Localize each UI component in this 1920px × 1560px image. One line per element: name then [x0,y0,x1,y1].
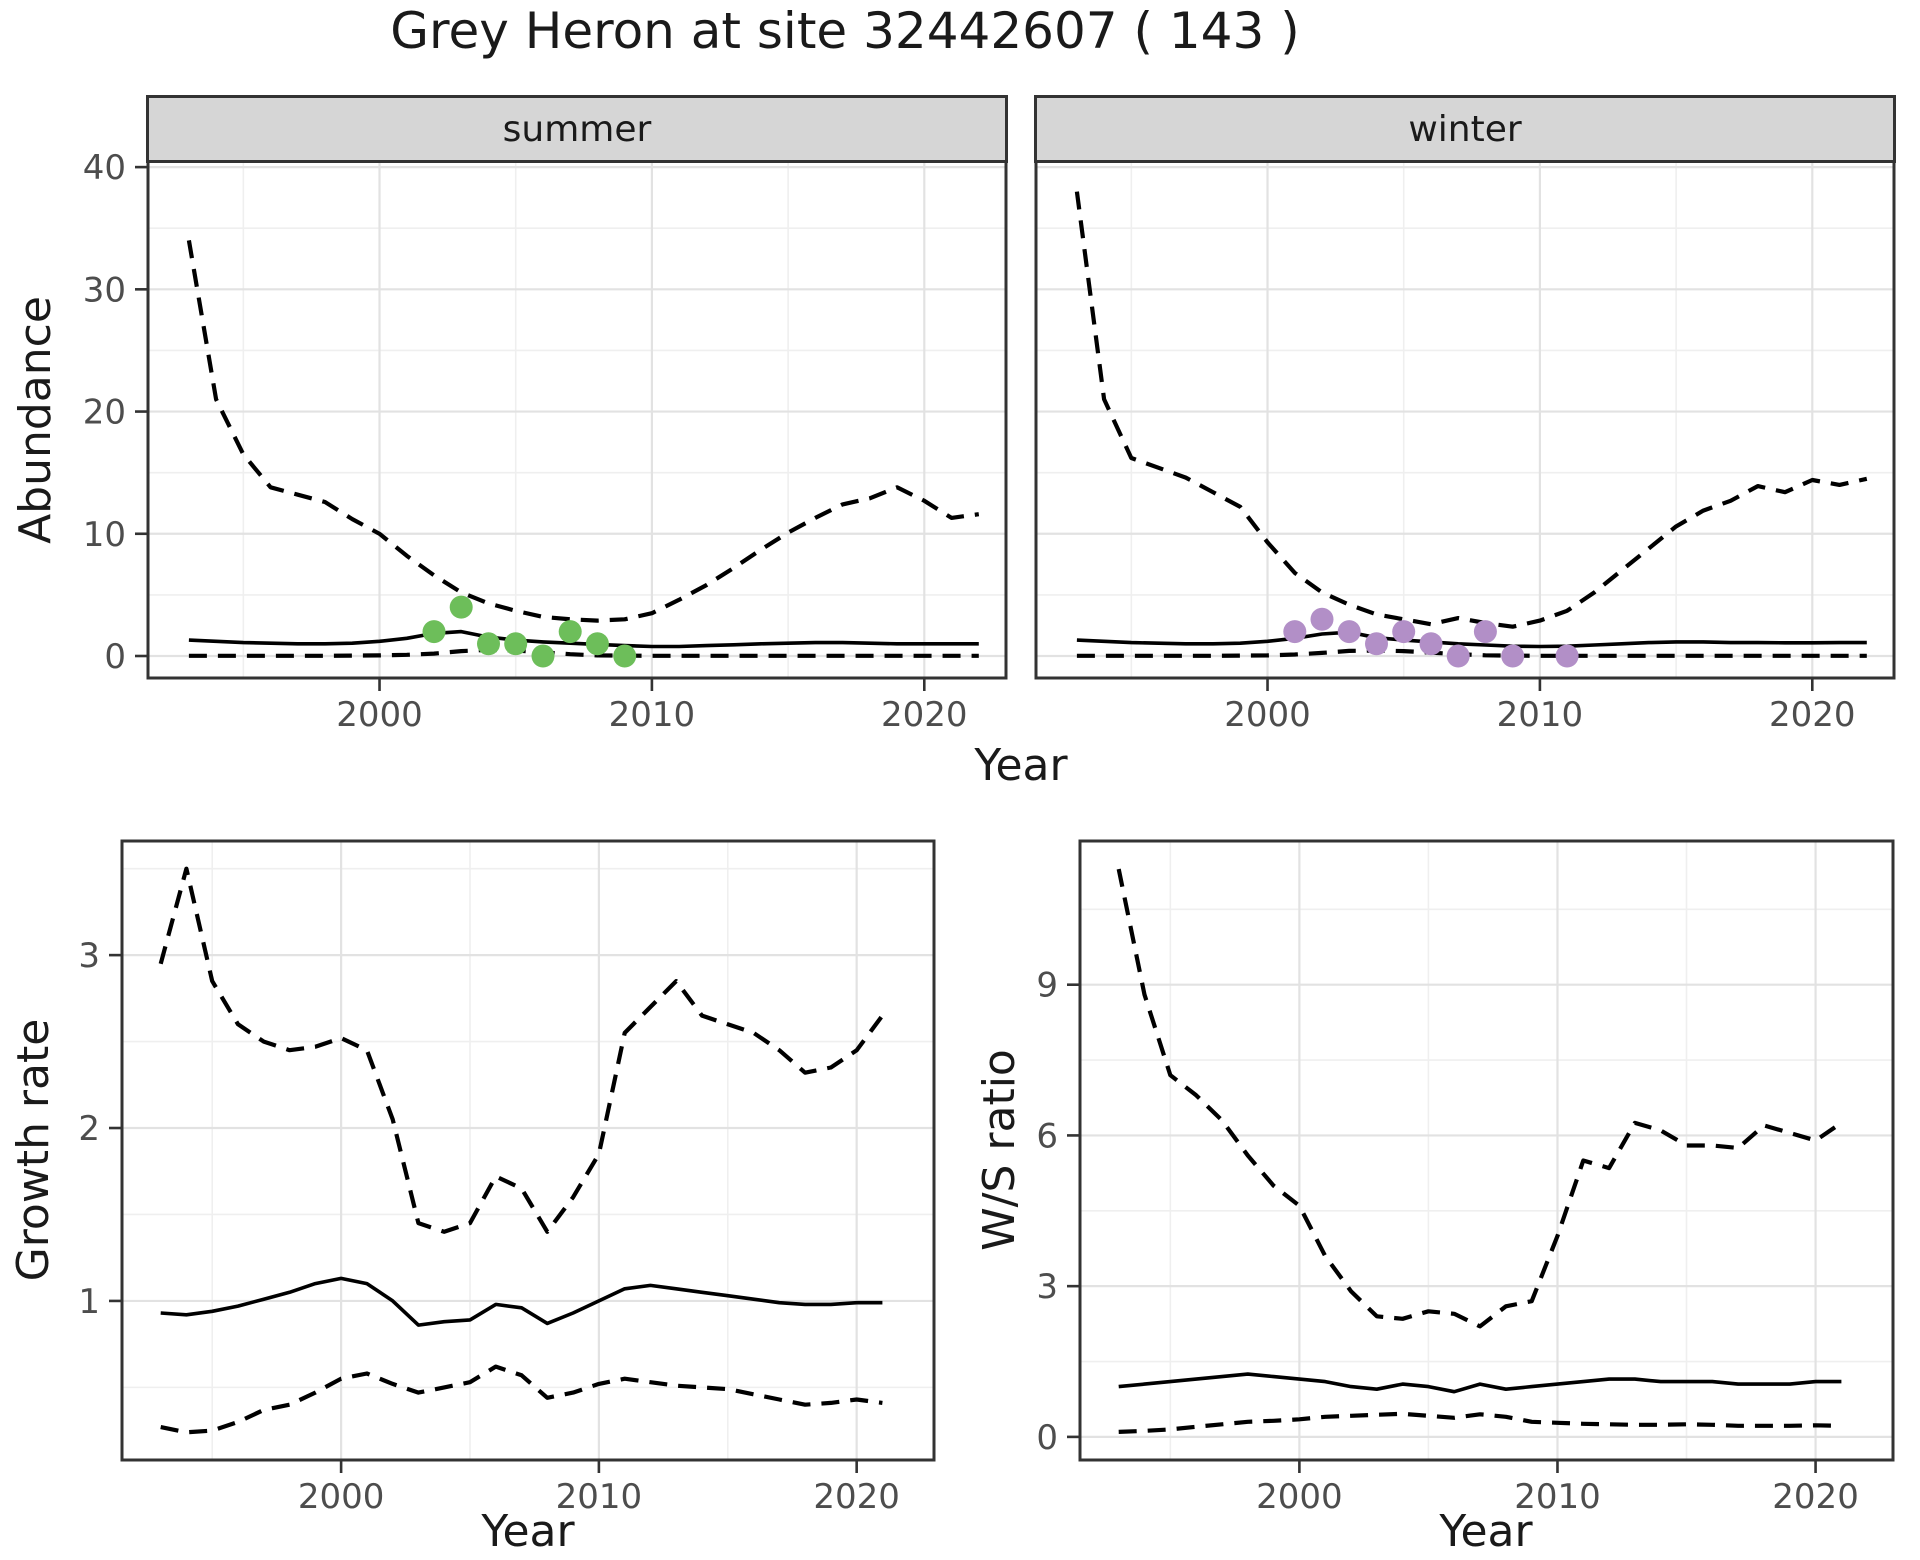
abundance-summer-lower-ci-line [188,647,979,658]
x-tick-label: 2000 [336,695,423,735]
data-point [504,632,528,656]
gridlines-minor [122,841,934,1460]
data-point [585,632,609,656]
panel-abundance-winter: 2000 2010 2020 [1034,159,1896,735]
series-group [1074,191,1868,658]
panel-ws-ratio: 2000 2010 2020 0 3 6 9 [1036,839,1895,1517]
x-tick-label: 2000 [1224,695,1311,735]
y-tick-label: 10 [83,515,126,555]
y-tick-label: 0 [1036,1418,1058,1458]
y-tick-label: 30 [83,270,126,310]
axis-ticks: 2000 2010 2020 0 3 6 9 [1036,966,1858,1517]
abundance-winter-median-line [1076,630,1867,649]
y-tick-label: 1 [78,1282,100,1322]
x-tick-label: 2020 [881,695,968,735]
x-tick-label: 2010 [556,1477,643,1517]
x-tick-label: 2010 [1514,1477,1601,1517]
axis-ticks: 2000 2010 2020 1 2 3 [78,936,900,1517]
facet-strip-winter: winter [1034,95,1896,163]
panel-background [1036,161,1894,678]
abundance-winter-upper-ci-line [1074,191,1868,629]
growth-rate-median-line [160,1276,883,1327]
panel-growth-rate: 2000 2010 2020 1 2 3 [78,839,936,1517]
axis-ticks: 2000 2010 2020 [1224,678,1856,735]
y-tick-label: 9 [1036,966,1058,1006]
x-axis-title-growth: Year [481,1506,575,1557]
abundance-winter-lower-ci-line [1076,648,1867,658]
gridlines-minor [148,161,1006,678]
growth-rate-lower-ci-line [160,1364,883,1435]
y-tick-label: 0 [104,637,126,677]
ws-ratio-upper-ci-line [1116,868,1843,1329]
gridlines-minor [1036,161,1894,678]
data-point [1555,644,1579,668]
y-tick-label: 3 [1036,1267,1058,1307]
data-point [422,620,446,644]
series-group [1116,868,1843,1434]
data-point [1392,620,1416,644]
data-point [1310,607,1334,631]
data-point [477,632,500,656]
observed-counts-summer [422,595,637,668]
ws-ratio-lower-ci-line [1118,1411,1842,1434]
data-point [558,620,582,644]
x-axis-title-top: Year [974,740,1068,791]
series-group [158,866,885,1435]
abundance-summer-upper-ci-line [186,240,980,623]
facet-strip-summer-label: summer [502,108,652,150]
data-point [1473,620,1497,644]
data-point [1419,632,1443,656]
y-axis-title-growth-rate: Growth rate [8,1018,59,1282]
data-point [1446,644,1470,668]
x-tick-label: 2000 [1256,1477,1343,1517]
axis-ticks: 2000 2010 2020 0 10 20 30 40 [83,148,968,735]
data-point [613,644,637,668]
panel-border [1078,839,1895,1462]
abundance-summer-median-line [188,629,979,649]
data-point [1501,644,1525,668]
x-tick-label: 2020 [1772,1477,1859,1517]
data-point [1365,632,1388,656]
y-tick-label: 2 [78,1109,100,1149]
data-point [449,595,473,619]
data-point [1337,620,1361,644]
panel-background [122,841,934,1460]
x-tick-label: 2020 [1769,695,1856,735]
gridlines-major [1080,841,1893,1460]
panel-background [148,161,1006,678]
y-tick-label: 6 [1036,1116,1058,1156]
y-axis-title-ws-ratio: W/S ratio [974,1049,1025,1251]
y-tick-label: 3 [78,936,100,976]
y-axis-title-abundance: Abundance [10,296,61,544]
y-tick-label: 20 [83,393,126,433]
y-tick-label: 40 [83,148,126,188]
gridlines-major [122,841,934,1460]
panel-background [1080,841,1893,1460]
gridlines-minor [1080,841,1893,1460]
data-point [531,644,555,668]
growth-rate-upper-ci-line [158,866,885,1234]
x-tick-label: 2020 [813,1477,900,1517]
observed-counts-winter [1283,607,1579,668]
panel-abundance-summer: 2000 2010 2020 0 10 20 30 40 [83,148,1008,735]
x-tick-label: 2010 [609,695,696,735]
x-tick-label: 2010 [1497,695,1584,735]
x-axis-title-ws: Year [1439,1506,1533,1557]
series-group [186,240,980,658]
ws-ratio-median-line [1118,1372,1842,1394]
facet-strip-winter-label: winter [1408,108,1522,150]
facet-strip-summer: summer [146,95,1008,163]
x-tick-label: 2000 [298,1477,385,1517]
data-point [1283,620,1307,644]
plot-title: Grey Heron at site 32442607 ( 143 ) [390,2,1300,60]
panel-border [120,839,936,1462]
